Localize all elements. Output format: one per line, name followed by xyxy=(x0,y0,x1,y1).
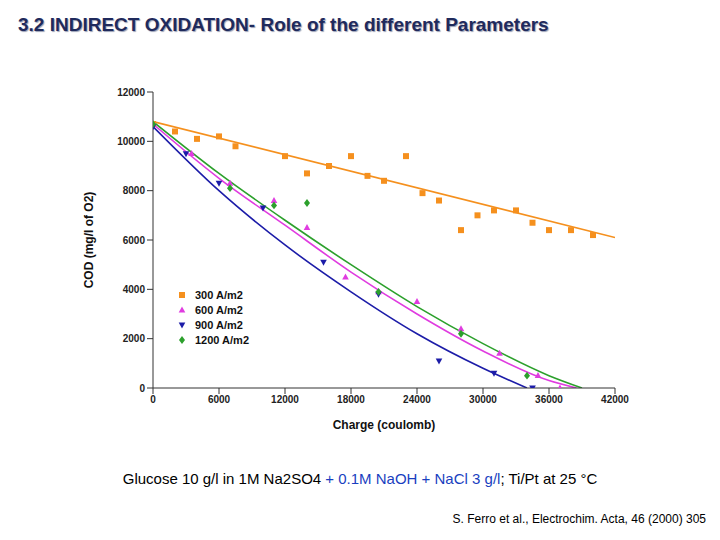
svg-text:0: 0 xyxy=(139,383,145,394)
svg-text:Charge (coulomb): Charge (coulomb) xyxy=(333,418,436,432)
svg-text:36000: 36000 xyxy=(535,394,563,405)
html-text:300 A/m2: 300 A/m2 xyxy=(195,288,243,301)
svg-text:0: 0 xyxy=(150,394,156,405)
svg-text:4000: 4000 xyxy=(123,284,146,295)
html-text:3.2 INDIRECT OXIDATION- Role o: 3.2 INDIRECT OXIDATION- Role of the diff… xyxy=(18,14,549,35)
html-text:S. Ferro et al., Electrochim.: S. Ferro et al., Electrochim. Acta, 46 (… xyxy=(452,512,706,526)
svg-text:COD (mg/l of O2): COD (mg/l of O2) xyxy=(83,192,96,289)
html-text:Glucose 10 g/l in 1M Na2SO4 +: Glucose 10 g/l in 1M Na2SO4 + 0.1M NaOH … xyxy=(122,470,598,487)
html-text:600 A/m2: 600 A/m2 xyxy=(195,303,243,316)
svg-text:12000: 12000 xyxy=(117,87,145,98)
svg-text:10000: 10000 xyxy=(117,136,145,147)
svg-text:2000: 2000 xyxy=(123,333,146,344)
svg-text:42000: 42000 xyxy=(601,394,629,405)
svg-text:24000: 24000 xyxy=(403,394,431,405)
svg-text:6000: 6000 xyxy=(208,394,231,405)
html-text:1200 A/m2: 1200 A/m2 xyxy=(195,333,249,346)
svg-text:6000: 6000 xyxy=(123,235,146,246)
svg-text:18000: 18000 xyxy=(337,394,365,405)
svg-text:12000: 12000 xyxy=(271,394,299,405)
svg-text:8000: 8000 xyxy=(123,185,146,196)
html-text:900 A/m2: 900 A/m2 xyxy=(195,318,243,331)
svg-text:30000: 30000 xyxy=(469,394,497,405)
